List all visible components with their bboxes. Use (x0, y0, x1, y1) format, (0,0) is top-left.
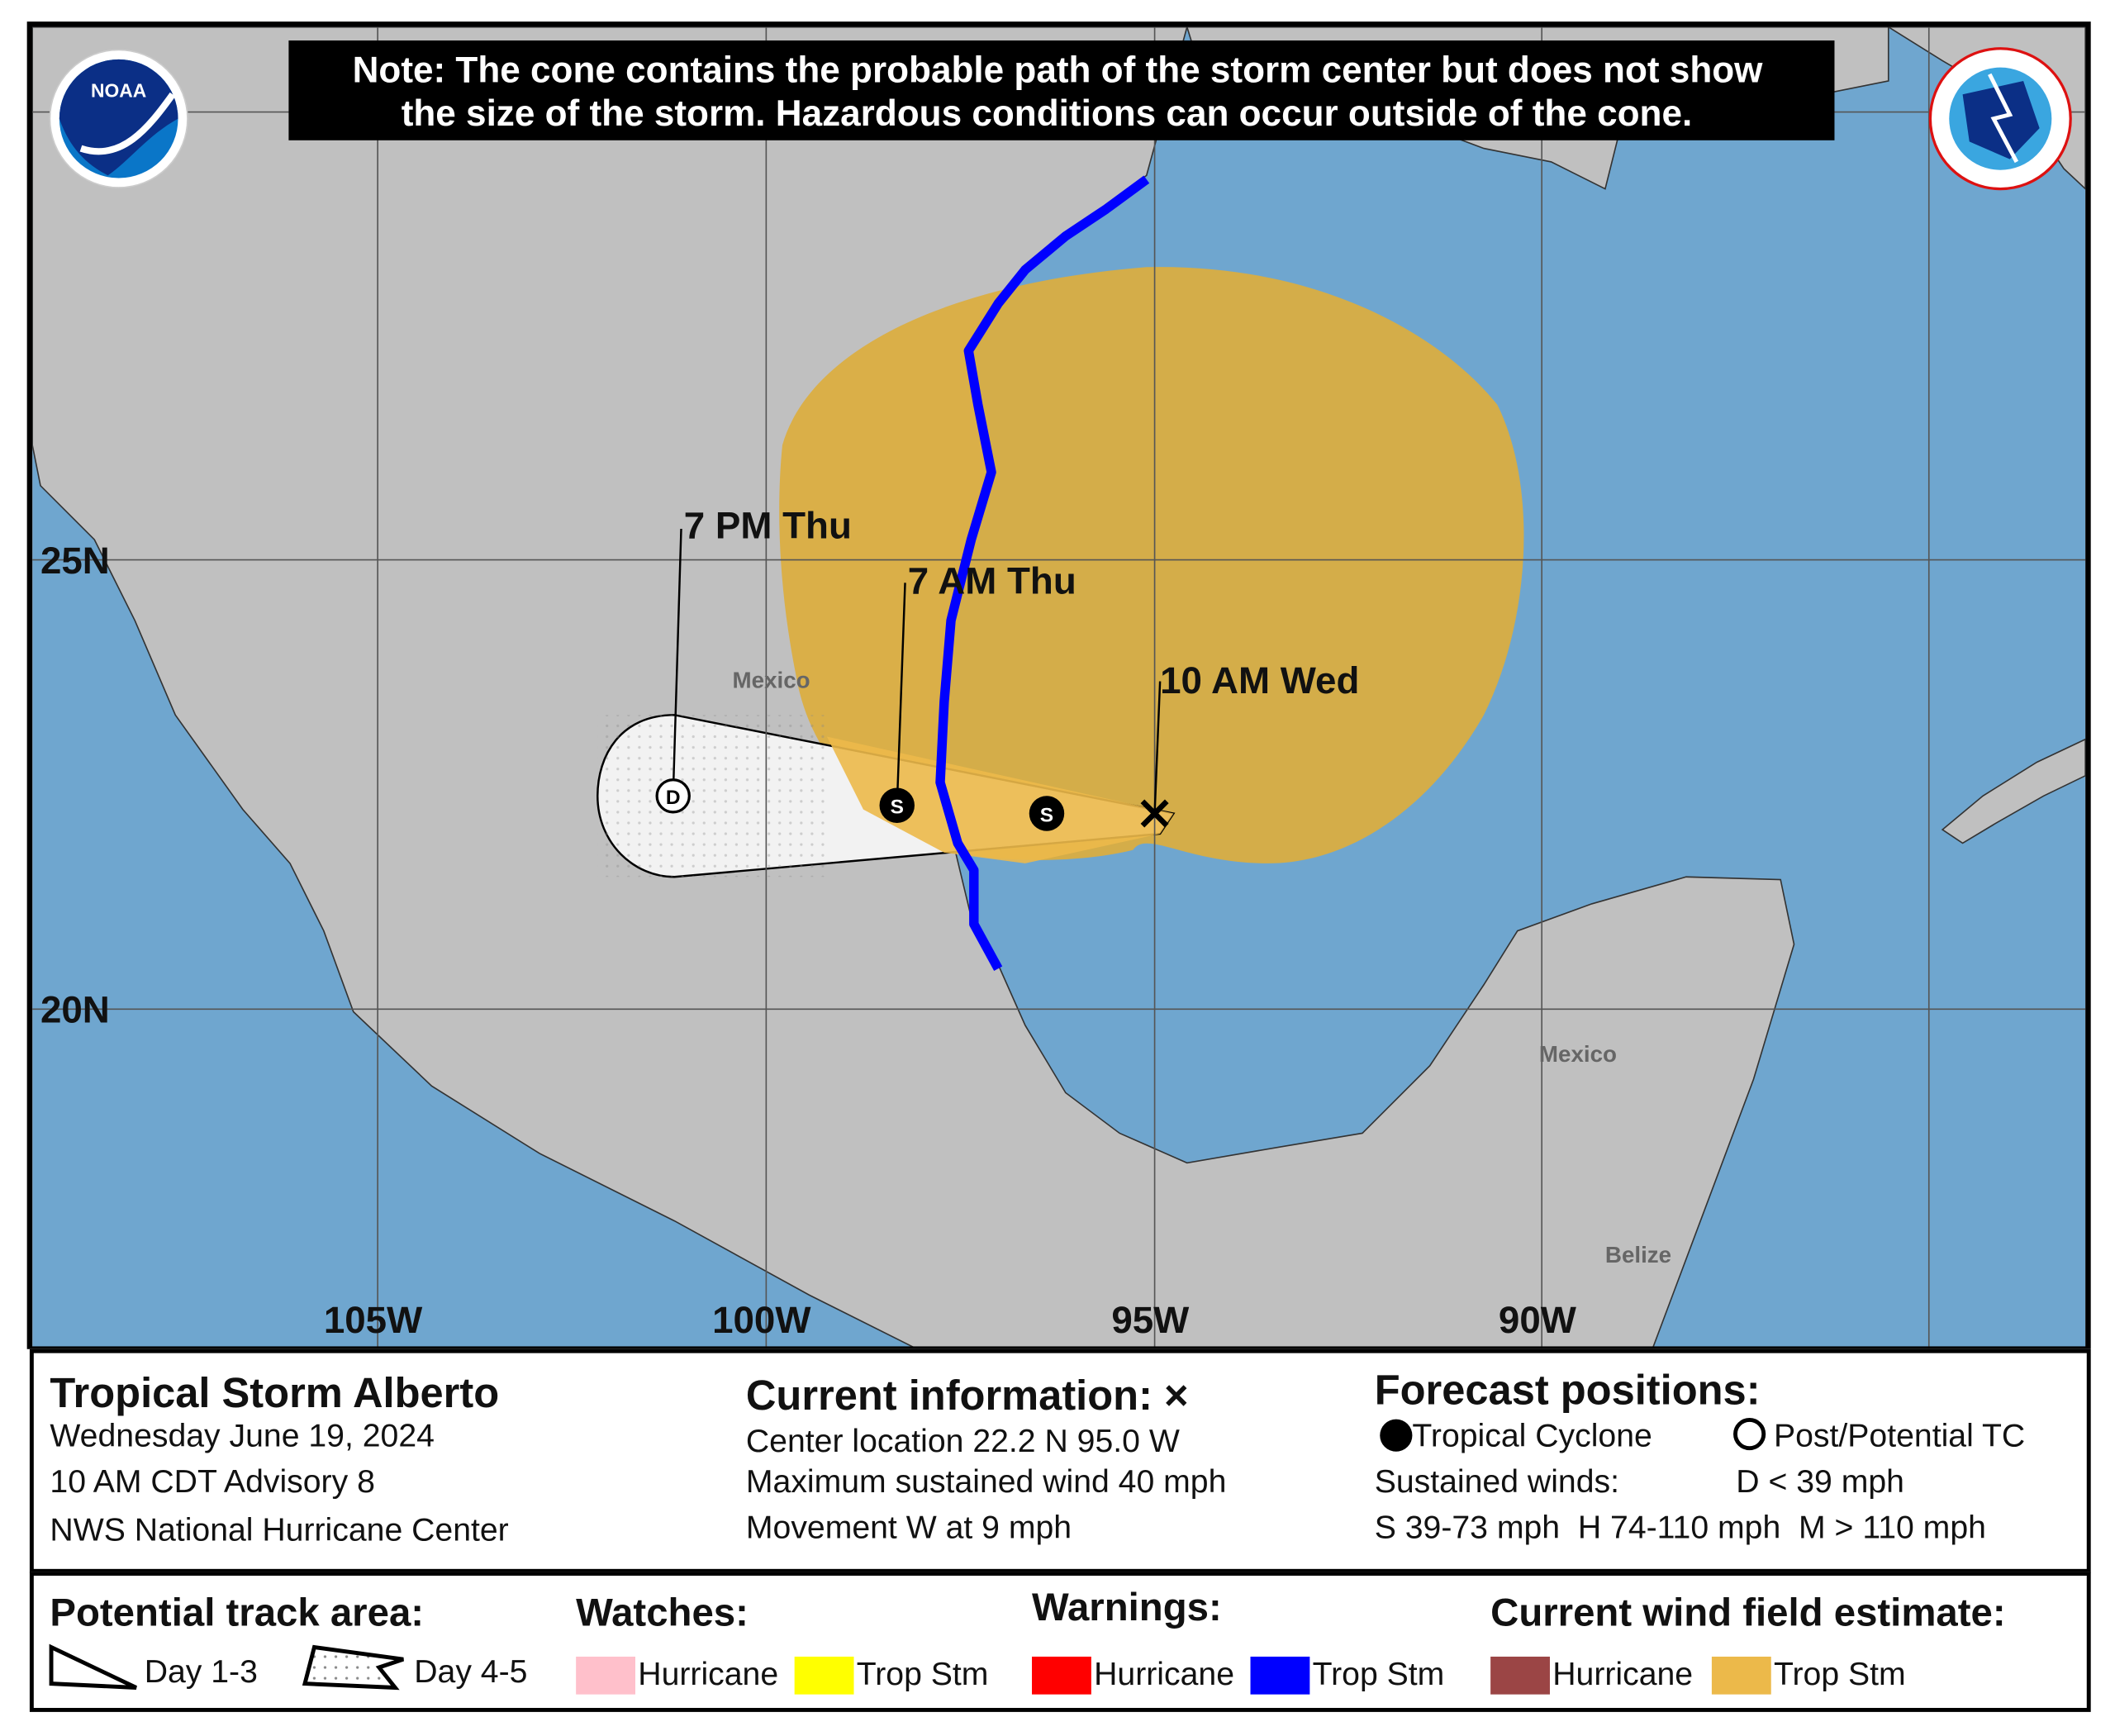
depression-marker (655, 778, 691, 814)
tc-label: Tropical Cyclone (1412, 1417, 1652, 1455)
lon-label: 95W (1111, 1299, 1190, 1341)
day-1-3-icon (49, 1643, 137, 1690)
place-label: Belize (1605, 1242, 1671, 1268)
lon-label: 105W (324, 1299, 423, 1341)
current-info-title: Current information: (745, 1372, 1165, 1420)
legend-label: Hurricane (638, 1656, 779, 1694)
swatch-hurricane-watch (576, 1656, 636, 1695)
track-title: Potential track area: (50, 1591, 425, 1635)
nws-logo (1928, 47, 2072, 191)
swatch-trop-stm-warning (1250, 1656, 1310, 1695)
lon-label: 90W (1499, 1299, 1577, 1341)
issuing-center: NWS National Hurricane Center (50, 1512, 509, 1549)
tropical-storm-marker (1029, 796, 1065, 831)
shm-categories: S 39-73 mph H 74-110 mph M > 110 mph (1374, 1509, 1986, 1547)
marker-symbol: S (891, 797, 904, 819)
day-4-5-icon (302, 1644, 404, 1691)
warnings-title: Warnings: (1032, 1586, 1222, 1630)
swatch-trop-stm-wind (1711, 1656, 1771, 1695)
tropical-cyclone-icon (1380, 1419, 1413, 1452)
forecast-label: 10 AM Wed (1160, 659, 1359, 702)
legend-panel: Potential track area: Day 1-3 Day 4-5 Wa… (29, 1572, 2091, 1712)
forecast-label: 7 PM Thu (684, 504, 852, 546)
lat-label: 25N (40, 540, 110, 582)
swatch-trop-stm-watch (794, 1656, 854, 1695)
max-wind: Maximum sustained wind 40 mph (745, 1463, 1227, 1501)
d-category: D < 39 mph (1736, 1463, 1904, 1501)
svg-text:NOAA: NOAA (91, 80, 146, 102)
land-cuba (1941, 738, 2086, 844)
center-location: Center location 22.2 N 95.0 W (745, 1423, 1180, 1460)
forecast-map: S S D 10 AM Wed 7 AM Thu 7 PM Thu 25N 20… (26, 21, 2091, 1349)
legend-label: Trop Stm (1312, 1656, 1445, 1694)
advisory-date: Wednesday June 19, 2024 (50, 1417, 435, 1455)
place-label: Mexico (733, 668, 810, 693)
sustained-label: Sustained winds: (1374, 1463, 1619, 1501)
marker-symbol: D (666, 787, 681, 809)
cone-overlap-wind-field (826, 736, 1174, 863)
wind-field-trop-stm (779, 267, 1524, 863)
current-position-x-icon: × (1164, 1372, 1189, 1420)
noaa-logo: NOAA (49, 49, 188, 188)
post-tc-icon (1733, 1417, 1766, 1451)
swatch-hurricane-warning (1032, 1656, 1091, 1695)
swatch-hurricane-wind (1490, 1656, 1550, 1695)
legend-label: Hurricane (1552, 1656, 1694, 1694)
note-line: Note: The cone contains the probable pat… (353, 50, 1764, 91)
day-1-3-label: Day 1-3 (144, 1653, 258, 1691)
movement: Movement W at 9 mph (745, 1509, 1072, 1547)
lat-label: 20N (40, 989, 110, 1031)
legend-label: Trop Stm (856, 1656, 989, 1694)
storm-title: Tropical Storm Alberto (50, 1369, 500, 1417)
current-position-x-icon (1140, 799, 1169, 828)
ptc-label: Post/Potential TC (1774, 1417, 2026, 1455)
marker-symbol: S (1040, 804, 1053, 826)
legend-label: Trop Stm (1774, 1656, 1906, 1694)
place-label: Mexico (1539, 1041, 1617, 1067)
watches-title: Watches: (576, 1591, 749, 1635)
note-line: the size of the storm. Hazardous conditi… (402, 93, 1693, 134)
legend-label: Hurricane (1094, 1656, 1234, 1694)
info-panel: Tropical Storm Alberto Wednesday June 19… (29, 1348, 2091, 1573)
day-4-5-label: Day 4-5 (414, 1653, 528, 1691)
wind-field-title: Current wind field estimate: (1490, 1591, 2006, 1635)
tropical-storm-warning-line (935, 175, 1150, 972)
advisory-number: 10 AM CDT Advisory 8 (50, 1463, 375, 1501)
tropical-storm-marker (879, 787, 915, 823)
note-banner (288, 40, 1835, 140)
lon-label: 100W (712, 1299, 811, 1341)
forecast-label: 7 AM Thu (908, 559, 1077, 602)
forecast-title: Forecast positions: (1374, 1366, 1761, 1415)
